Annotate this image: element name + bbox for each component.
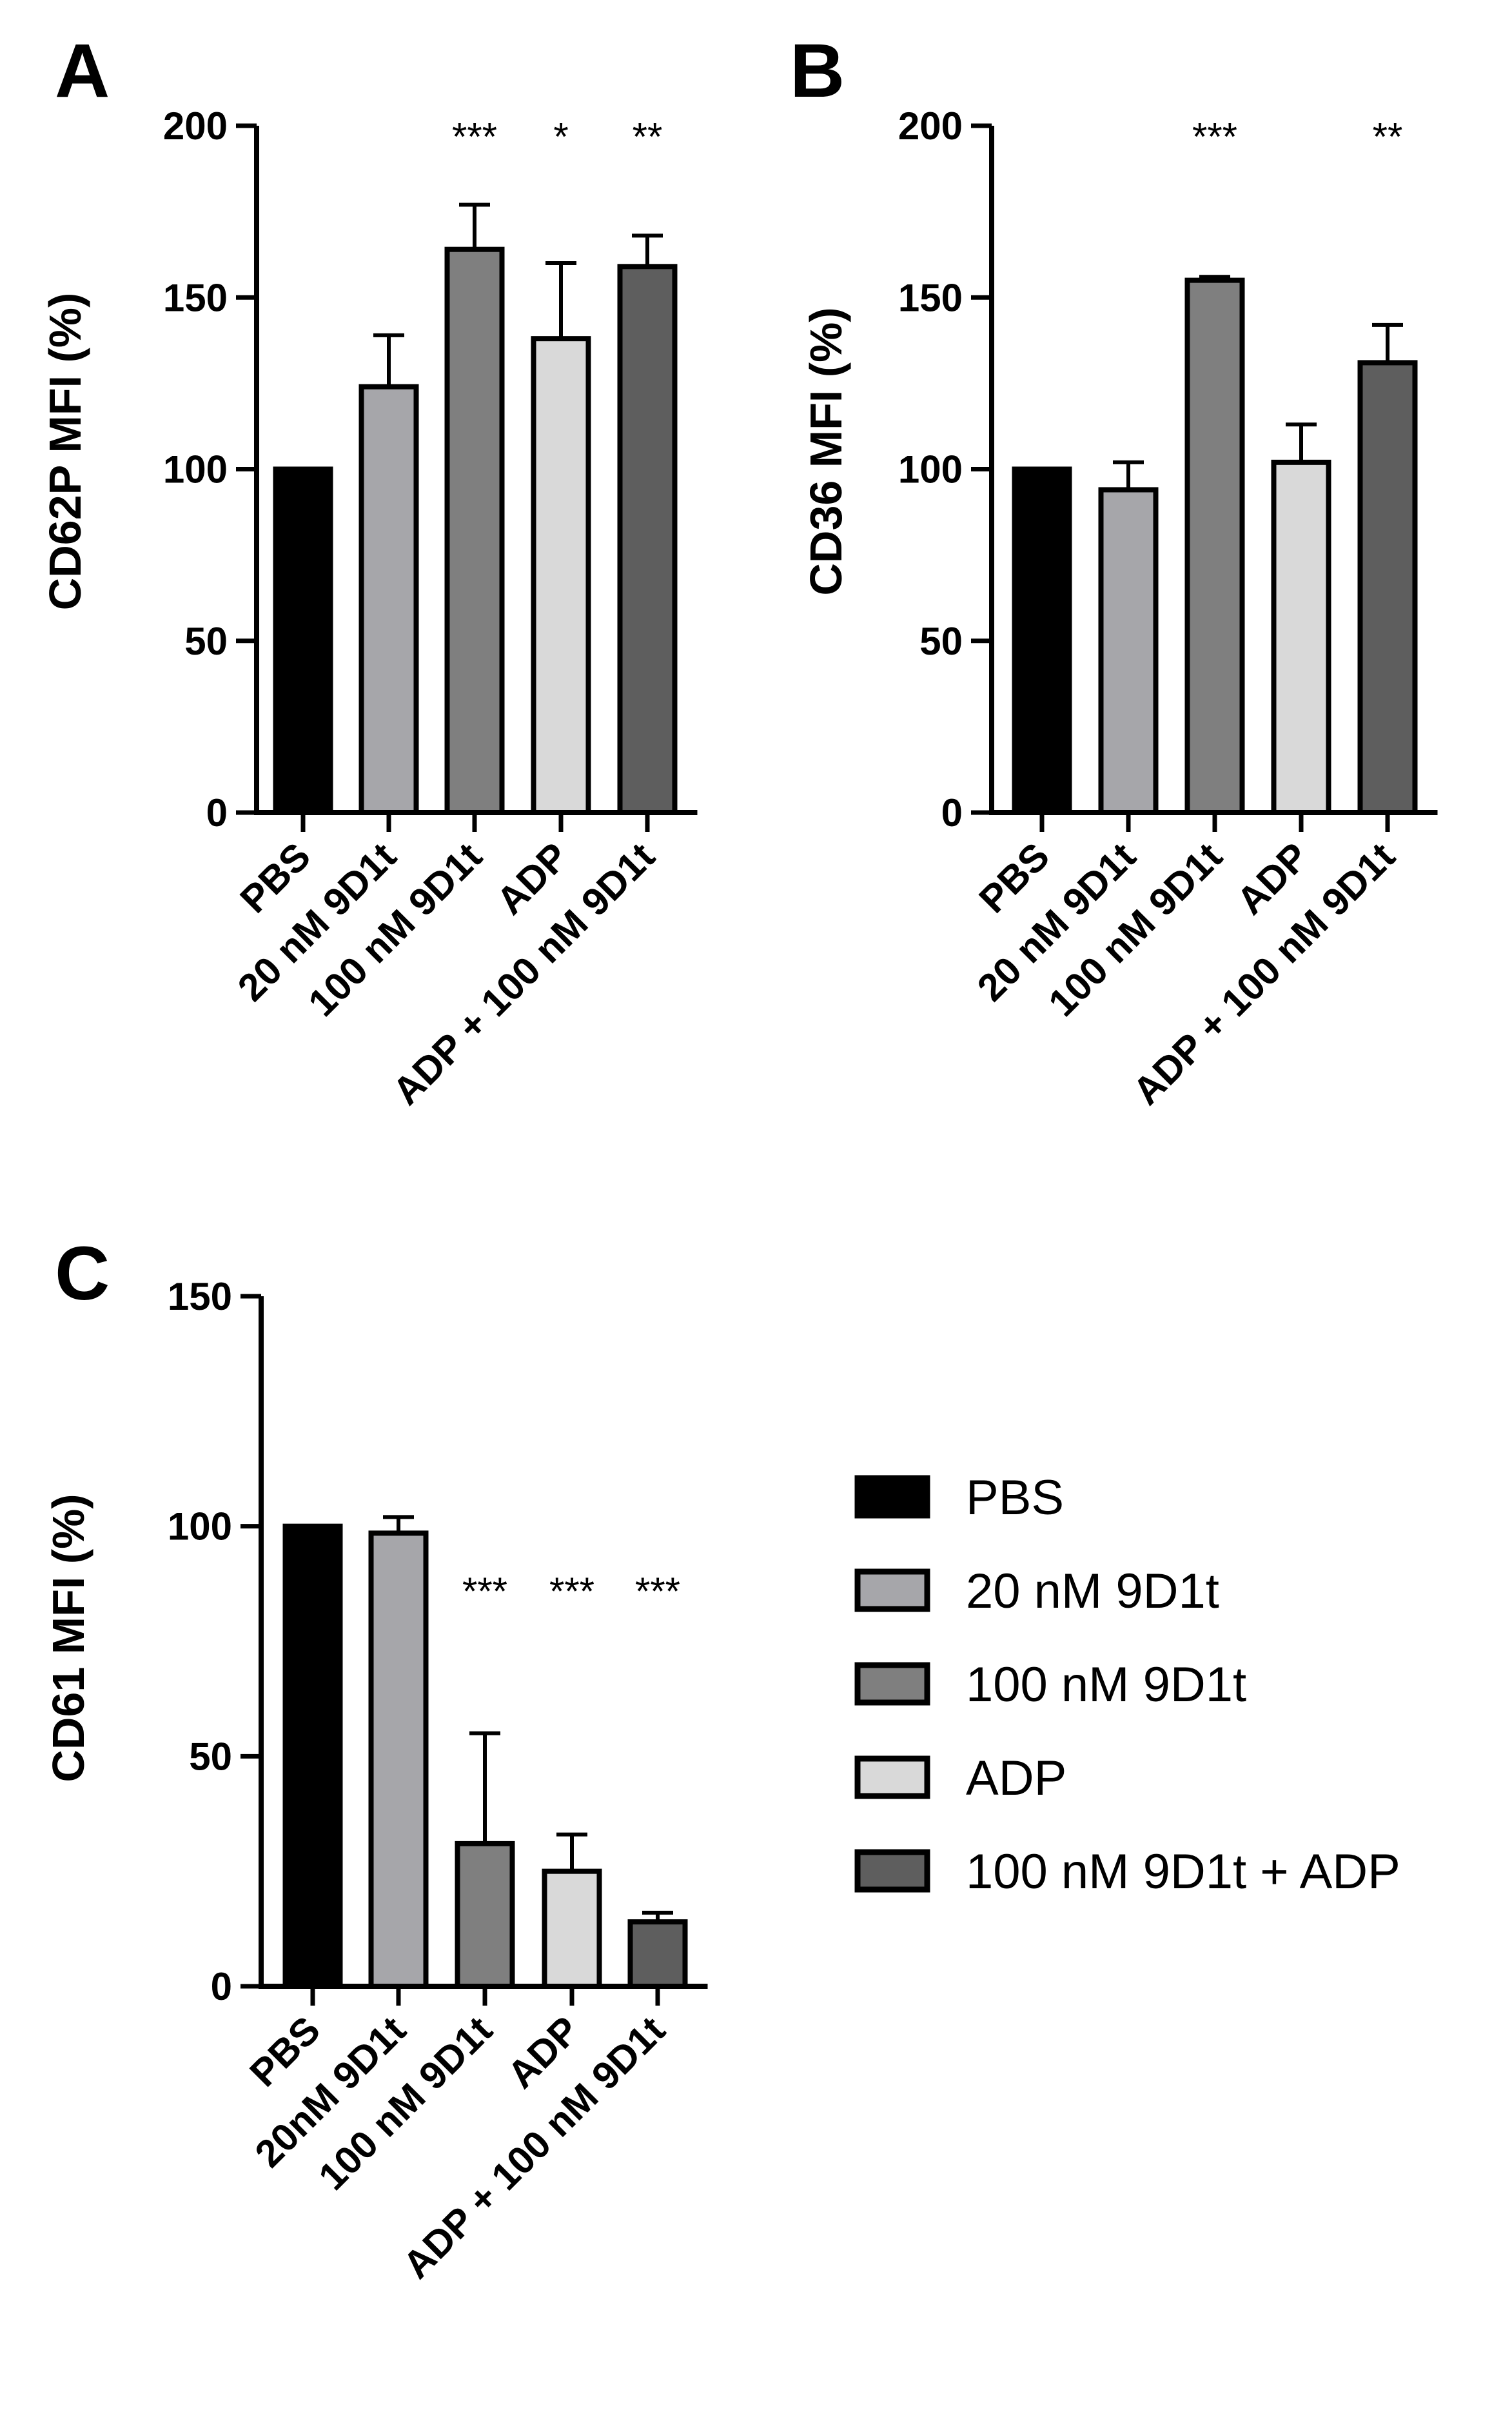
legend-label-1: 20 nM 9D1t [966, 1564, 1219, 1619]
panel-b-y-tick-label: 0 [941, 791, 963, 834]
panel-a-significance-4: ** [633, 115, 663, 158]
panel-b-y-tick-label: 100 [898, 448, 963, 491]
panel-c-bar-0 [282, 1523, 343, 1990]
panel-a-significance-3: * [553, 115, 568, 158]
legend-label-0: PBS [966, 1470, 1064, 1525]
panel-b-bar-4 [1357, 360, 1418, 815]
panel-c-letter: C [55, 1231, 110, 1316]
legend: PBS 20 nM 9D1t 100 nM 9D1t ADP 100 nM 9D1t +… [854, 1470, 1400, 1899]
panel-b-significance-4: ** [1373, 115, 1403, 158]
legend-swatch-4 [854, 1849, 930, 1893]
panel-c-y-tick-label: 50 [189, 1735, 232, 1778]
panel-c-bar-4 [627, 1919, 688, 1989]
panel-c-y-tick-label: 100 [168, 1505, 232, 1548]
panel-a-y-tick-label: 100 [163, 448, 228, 491]
panel-c-significance-2: *** [462, 1570, 507, 1613]
panel-a-y-tick-label: 50 [184, 620, 228, 663]
panel-c-y-tick-label: 0 [211, 1965, 232, 2008]
panel-b-letter: B [790, 28, 845, 114]
panel-b-y-axis-title: CD36 MFI (%) [801, 307, 851, 595]
legend-swatch-0 [854, 1475, 930, 1519]
legend-swatch-3 [854, 1755, 930, 1799]
panel-a-significance-2: *** [452, 115, 497, 158]
panel-b-y-tick-label: 50 [919, 620, 963, 663]
panel-a-bar-0 [273, 466, 333, 815]
panel-b-y-tick-label: 200 [898, 104, 963, 148]
panel-a-y-axis-title: CD62P MFI (%) [40, 293, 90, 611]
panel-b-bar-2 [1184, 277, 1245, 815]
legend-label-2: 100 nM 9D1t [966, 1657, 1246, 1712]
panel-b-bar-0 [1012, 466, 1072, 815]
legend-label-4: 100 nM 9D1t + ADP [966, 1844, 1400, 1899]
legend-label-3: ADP [966, 1751, 1066, 1806]
panel-a-bar-3 [531, 336, 591, 815]
panel-b-significance-2: *** [1192, 115, 1237, 158]
panel-a-bar-1 [358, 384, 419, 815]
panel-c-bar-1 [368, 1530, 429, 1990]
panel-c-bar-2 [455, 1841, 515, 1990]
panel-a-bar-2 [444, 246, 505, 815]
legend-swatch-2 [854, 1662, 930, 1706]
panel-b-bar-3 [1271, 459, 1331, 815]
panel-c-y-tick-label: 150 [168, 1275, 232, 1318]
panel-c-y-axis-title: CD61 MFI (%) [43, 1494, 93, 1782]
panel-a-y-tick-label: 150 [163, 276, 228, 319]
panel-c-bar-3 [542, 1868, 602, 1990]
panel-a-letter: A [55, 28, 110, 114]
panel-b-y-tick-label: 150 [898, 276, 963, 319]
panel-a-bar-4 [617, 264, 678, 815]
panel-a-y-tick-label: 200 [163, 104, 228, 148]
panel-a-y-tick-label: 0 [206, 791, 228, 834]
legend-swatch-1 [854, 1568, 930, 1612]
panel-b-bar-1 [1098, 487, 1159, 815]
panel-c-significance-3: *** [549, 1570, 594, 1613]
panel-c-significance-4: *** [635, 1570, 680, 1613]
